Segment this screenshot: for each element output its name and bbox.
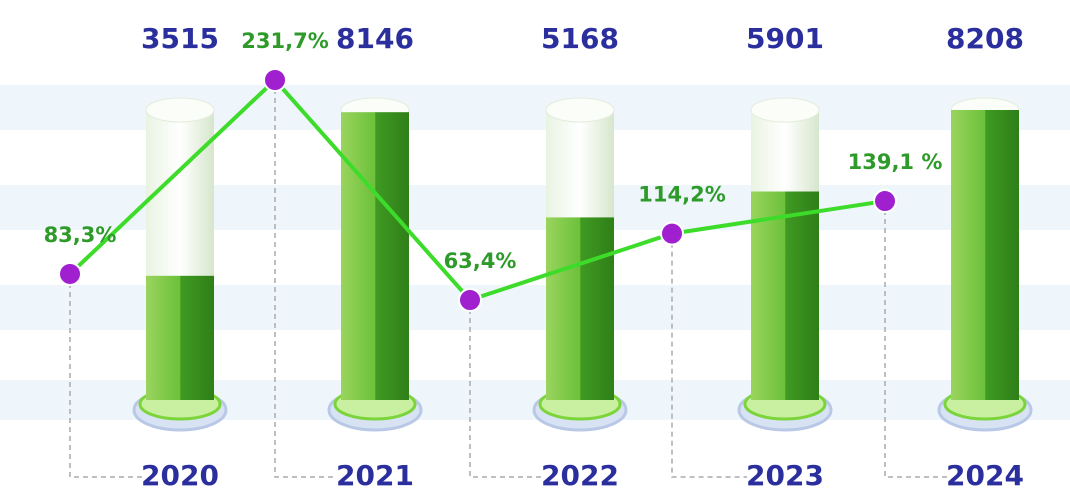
connector: [469, 300, 542, 478]
bar: [341, 112, 409, 400]
line-value-label: 83,3%: [44, 223, 117, 247]
connector: [69, 273, 142, 478]
x-tick-label: 2022: [541, 459, 619, 492]
x-tick-label: 2020: [141, 459, 219, 492]
column-top: [145, 97, 215, 123]
value-label: 5168: [541, 22, 619, 55]
line-marker: [458, 288, 482, 312]
line-marker: [263, 68, 287, 92]
line-value-label: 231,7%: [241, 29, 328, 53]
value-label: 8146: [336, 22, 414, 55]
column-top: [750, 97, 820, 123]
x-tick-label: 2023: [746, 459, 824, 492]
connector: [671, 233, 747, 478]
bar: [146, 275, 214, 400]
x-tick-label: 2024: [946, 459, 1024, 492]
line-marker: [660, 221, 684, 246]
bar: [951, 110, 1019, 400]
line-marker: [873, 189, 897, 214]
line-value-label: 139,1 %: [848, 150, 943, 174]
bar: [751, 191, 819, 400]
bar: [546, 217, 614, 400]
line-value-label: 114,2%: [638, 183, 725, 207]
value-label: 5901: [746, 22, 824, 55]
line-marker: [58, 261, 82, 286]
value-label: 8208: [946, 22, 1024, 55]
line-value-label: 63,4%: [444, 249, 517, 273]
column-top: [545, 97, 615, 123]
connector: [274, 80, 337, 478]
connector: [884, 201, 947, 478]
value-label: 3515: [141, 22, 219, 55]
x-tick-label: 2021: [336, 459, 414, 492]
